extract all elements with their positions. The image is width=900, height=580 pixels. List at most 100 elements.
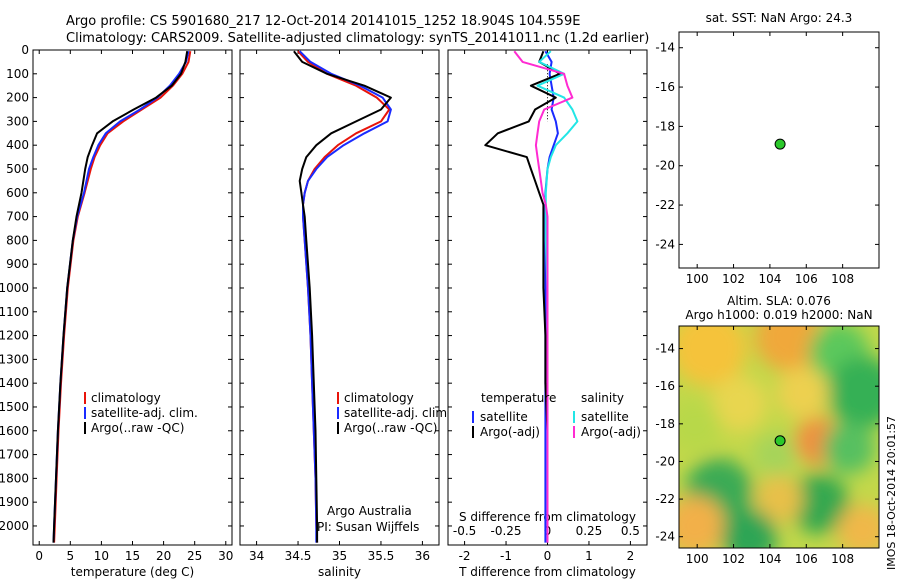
x-tick-label: -2	[459, 549, 471, 563]
lon-tick-label: 106	[795, 552, 818, 566]
x-tick-label: 36	[415, 549, 430, 563]
x-tick-label: 25	[187, 549, 202, 563]
x-axis-label: temperature (deg C)	[71, 565, 194, 579]
lat-tick-label: -22	[655, 492, 675, 506]
x-tick-label: 30	[218, 549, 233, 563]
x-tick-label: -1	[500, 549, 512, 563]
series-line-2	[298, 50, 392, 543]
heatmap-cell	[823, 422, 875, 475]
lat-tick-label: -20	[655, 454, 675, 468]
lat-tick-label: -20	[655, 159, 675, 173]
depth-tick-label: 1100	[0, 305, 29, 319]
lat-tick-label: -14	[655, 342, 675, 356]
map-frame	[678, 325, 880, 549]
depth-tick-label: 200	[6, 91, 29, 105]
panel-frame	[32, 49, 233, 546]
legend-entry: satellite-adj. clim.	[344, 406, 451, 420]
x-tick-label: 0	[35, 549, 43, 563]
heatmap-field	[679, 326, 879, 548]
lat-tick-label: -22	[655, 198, 675, 212]
depth-tick-label: 1800	[0, 471, 29, 485]
x-tick-label: 35.5	[368, 549, 395, 563]
heatmap-cell	[679, 495, 725, 548]
map-title-line-2: Argo h1000: 0.019 h2000: NaN	[685, 308, 872, 322]
lon-tick-label: 102	[722, 272, 745, 286]
lon-tick-label: 106	[795, 272, 818, 286]
s-tick-label: 0.25	[576, 524, 603, 538]
legend-entry: climatology	[91, 391, 161, 405]
x-axis-label: T difference from climatology	[458, 565, 636, 579]
depth-tick-label: 1700	[0, 448, 29, 462]
x-tick-label: 2	[627, 549, 635, 563]
lon-tick-label: 104	[758, 552, 781, 566]
x-tick-label: 1	[585, 549, 593, 563]
profile-panel-3: -2 -1 0 1 2 T difference from climatology -0.5…	[447, 49, 648, 579]
depth-tick-label: 1400	[0, 376, 29, 390]
x-tick-label: 15	[125, 549, 140, 563]
s-tick-label: 0.5	[621, 524, 640, 538]
depth-tick-label: 1600	[0, 424, 29, 438]
series-line-4	[513, 50, 574, 543]
legend-entry: satellite	[581, 410, 629, 424]
profile-panel-2: 34 34.5 35 35.5 36 salinity climatologysatelli…	[239, 49, 451, 579]
heatmap-cell	[721, 508, 777, 548]
x-tick-label: 34	[249, 549, 264, 563]
heatmap-cell	[753, 432, 797, 477]
lat-tick-label: -14	[655, 41, 675, 55]
timestamp-stamp: IMOS 18-Oct-2014 20:01:57	[885, 416, 898, 570]
lat-tick-label: -24	[655, 237, 675, 251]
depth-tick-label: 600	[6, 186, 29, 200]
heatmap-cell	[777, 366, 829, 419]
map-title-line-1: Altim. SLA: 0.076	[727, 294, 831, 308]
x-axis-label: salinity	[318, 565, 361, 579]
depth-tick-label: 300	[6, 114, 29, 128]
legend-title-temperature: temperature	[481, 391, 556, 405]
annotation-line-1: Argo Australia	[327, 504, 412, 518]
legend-title-salinity: salinity	[581, 391, 624, 405]
profile-panel-1: 0100200300400500600700800900100011001200…	[0, 43, 233, 579]
lat-tick-label: -24	[655, 530, 675, 544]
legend-entry: climatology	[344, 391, 414, 405]
lon-tick-label: 100	[686, 272, 709, 286]
depth-tick-label: 900	[6, 257, 29, 271]
legend-entry: Argo(-adj)	[581, 425, 641, 439]
legend-entry: satellite	[480, 410, 528, 424]
annotation-line-2: PI: Susan Wijffels	[317, 520, 419, 534]
map-frame	[678, 31, 880, 269]
heatmap-cell	[837, 504, 879, 548]
legend-entry: Argo(..raw -QC)	[344, 421, 437, 435]
map-panel-1: sat. SST: NaN Argo: 24.3 100 102 104 106 108 -…	[655, 11, 880, 286]
header-line-2: Climatology: CARS2009. Satellite-adjuste…	[66, 31, 649, 46]
lon-tick-label: 108	[831, 272, 854, 286]
map-title: sat. SST: NaN Argo: 24.3	[706, 11, 853, 25]
lat-tick-label: -16	[655, 80, 675, 94]
map-background	[679, 32, 879, 268]
x-tick-label: 20	[156, 549, 171, 563]
heatmap-cell	[755, 475, 803, 524]
s-tick-label: -0.25	[491, 524, 522, 538]
depth-tick-label: 1900	[0, 495, 29, 509]
s-tick-label: -0.5	[453, 524, 476, 538]
depth-tick-label: 100	[6, 67, 29, 81]
series-line-3	[293, 50, 392, 543]
x-tick-label: 34.5	[285, 549, 312, 563]
lat-tick-label: -18	[655, 119, 675, 133]
argo-location-marker	[774, 435, 786, 447]
panel-frame	[239, 49, 440, 546]
lon-tick-label: 104	[758, 272, 781, 286]
depth-tick-label: 1200	[0, 329, 29, 343]
depth-tick-label: 1300	[0, 352, 29, 366]
x-tick-label: 0	[544, 549, 552, 563]
series-line-2	[484, 50, 561, 543]
lon-tick-label: 100	[686, 552, 709, 566]
series-line-3	[52, 51, 189, 543]
legend-entry: satellite-adj. clim.	[91, 406, 198, 420]
depth-tick-label: 0	[21, 43, 29, 57]
depth-tick-label: 800	[6, 233, 29, 247]
legend-entry: Argo(-adj)	[480, 425, 540, 439]
header-line-1: Argo profile: CS 5901680_217 12-Oct-2014…	[66, 14, 580, 29]
x-tick-label: 5	[66, 549, 74, 563]
legend-entry: Argo(..raw -QC)	[91, 421, 184, 435]
